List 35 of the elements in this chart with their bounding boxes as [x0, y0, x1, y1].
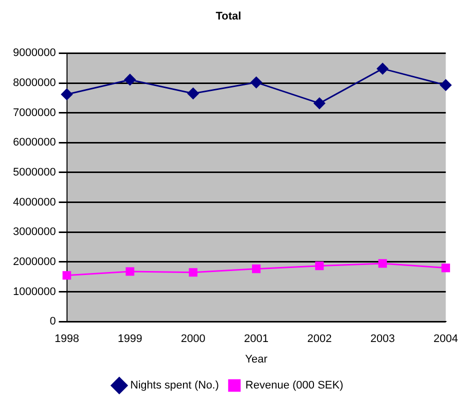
y-tick-label: 0: [50, 316, 56, 328]
x-tick-label: 1998: [54, 333, 80, 346]
point: [124, 74, 136, 86]
point: [250, 76, 262, 88]
chart-title: Total: [216, 10, 242, 23]
x-tick-label: 2001: [244, 333, 269, 346]
point: [188, 268, 198, 277]
point: [378, 259, 387, 268]
point: [376, 62, 388, 74]
point: [126, 267, 134, 276]
point: [61, 88, 73, 100]
x-tick-label: 2003: [370, 333, 395, 346]
y-tick-label: 5000000: [12, 166, 56, 179]
y-tick-label: 4000000: [12, 196, 56, 208]
x-tick-label: 2000: [180, 333, 206, 346]
y-tick-label: 9000000: [12, 47, 56, 60]
point: [252, 264, 261, 274]
point: [441, 264, 450, 272]
legend-label: Revenue (000 SEK): [245, 380, 344, 392]
point: [187, 88, 199, 100]
y-tick-label: 7000000: [12, 106, 56, 119]
y-tick-label: 2000000: [12, 256, 56, 268]
point: [315, 262, 324, 270]
point: [62, 271, 72, 280]
y-tick-label: 6000000: [12, 136, 56, 149]
x-tick-label: 2004: [434, 333, 458, 346]
point: [314, 98, 326, 110]
y-tick-label: 3000000: [12, 226, 56, 238]
x-tick-label: 1999: [118, 333, 142, 346]
y-tick-label: 1000000: [12, 286, 56, 298]
legend-label: Nights spent (No.): [130, 380, 219, 392]
x-tick-label: 2002: [307, 333, 332, 346]
point: [440, 79, 452, 91]
x-axis-title: Year: [245, 353, 268, 366]
y-tick-label: 8000000: [12, 77, 56, 90]
